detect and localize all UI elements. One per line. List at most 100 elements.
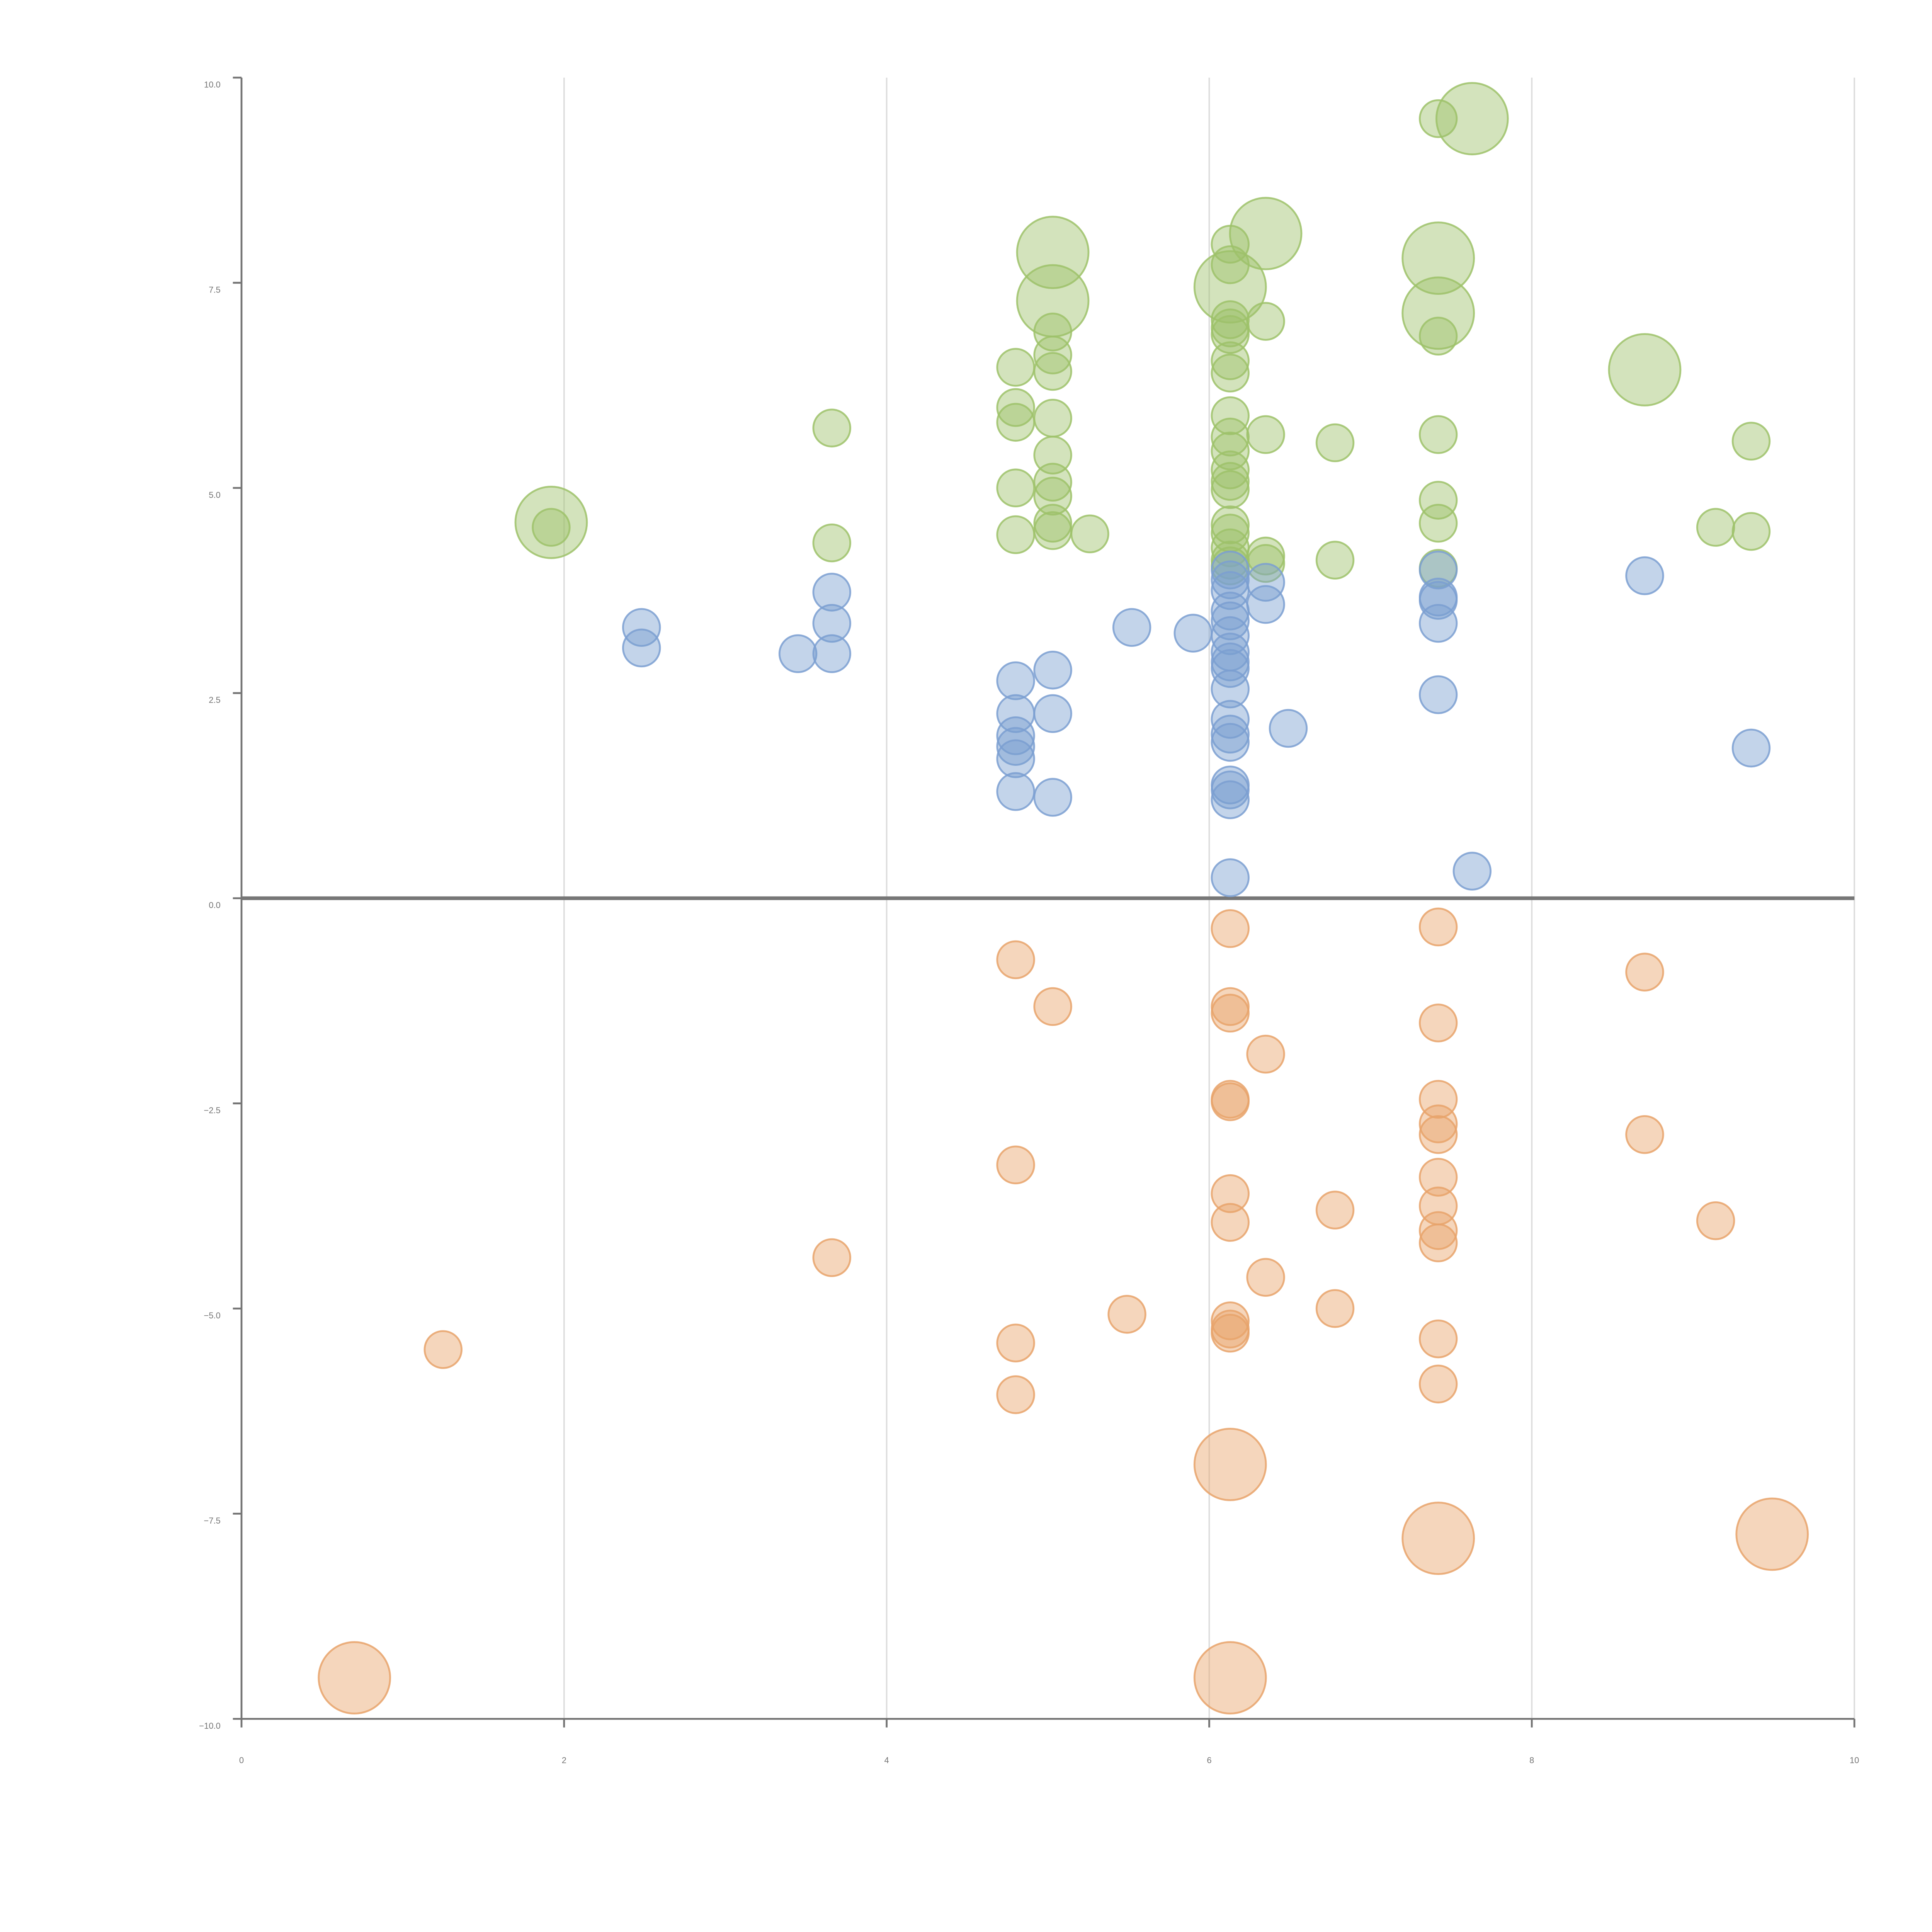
data-points — [318, 82, 1809, 1715]
blue-point — [778, 634, 818, 673]
green-point — [996, 515, 1035, 554]
green-point — [1033, 313, 1072, 352]
green-point — [1401, 221, 1475, 295]
tick-labels: 0 2 4 6 8 10 −10.0 −7.5 −5.0 −2.5 0.0 2.5 5.0 7.5 10.0 — [199, 80, 1859, 1765]
orange-point — [812, 1238, 851, 1277]
orange-point — [1418, 1319, 1458, 1359]
green-point — [1435, 82, 1509, 155]
green-point — [1246, 415, 1285, 454]
green-point — [1731, 512, 1771, 551]
blue-point — [1625, 556, 1664, 595]
green-point — [1070, 514, 1109, 553]
green-point — [812, 408, 851, 447]
green-point — [1033, 352, 1072, 391]
orange-point — [996, 1145, 1035, 1185]
blue-point — [996, 772, 1035, 811]
y-tick-label: 7.5 — [209, 285, 221, 294]
green-point — [996, 403, 1035, 442]
y-tick-label: 2.5 — [209, 695, 221, 705]
orange-point — [1418, 1211, 1458, 1250]
green-point — [532, 508, 571, 547]
orange-point — [1418, 1364, 1458, 1404]
blue-point — [812, 573, 851, 612]
green-point — [812, 523, 851, 563]
green-point — [1211, 505, 1250, 544]
y-tick-label: −5.0 — [204, 1311, 220, 1320]
blue-point — [1112, 608, 1151, 647]
green-point — [1731, 422, 1771, 461]
orange-point — [1246, 1034, 1285, 1074]
orange-point — [1401, 1502, 1475, 1575]
blue-point — [996, 739, 1035, 778]
orange-point — [1315, 1190, 1355, 1230]
green-point — [1033, 335, 1072, 374]
green-point — [1211, 417, 1250, 457]
orange-point — [1211, 993, 1250, 1033]
blue-point — [1246, 563, 1285, 602]
orange-point — [1418, 1003, 1458, 1043]
green-point — [1211, 341, 1250, 380]
blue-point — [1418, 581, 1458, 620]
orange-point — [318, 1641, 391, 1715]
y-tick-label: 10.0 — [204, 80, 221, 89]
orange-point — [996, 1323, 1035, 1362]
x-tick-label: 0 — [239, 1755, 244, 1765]
green-point — [1033, 476, 1072, 516]
orange-point — [1211, 1174, 1250, 1213]
x-tick-label: 2 — [562, 1755, 566, 1765]
green-point — [996, 468, 1035, 507]
blue-point — [1211, 780, 1250, 819]
green-point — [1315, 423, 1355, 463]
green-point — [1033, 511, 1072, 550]
green-point — [1418, 503, 1458, 543]
orange-point — [1696, 1201, 1735, 1240]
x-tick-label: 8 — [1529, 1755, 1534, 1765]
blue-point — [996, 727, 1035, 766]
y-tick-label: −2.5 — [204, 1105, 220, 1115]
green-point — [1696, 508, 1735, 547]
blue-point — [1731, 728, 1771, 768]
blue-point — [622, 608, 661, 647]
green-point — [1211, 462, 1250, 501]
blue-point — [1211, 560, 1250, 599]
blue-point — [1211, 601, 1250, 641]
blue-point — [1452, 852, 1492, 891]
blue-point — [1211, 649, 1250, 688]
blue-point — [1211, 550, 1250, 590]
blue-point — [1211, 714, 1250, 754]
blue-point — [1173, 614, 1213, 653]
green-point — [1211, 396, 1250, 435]
blue-point — [1033, 778, 1072, 817]
green-point — [1315, 541, 1355, 580]
orange-point — [1315, 1289, 1355, 1328]
orange-point — [1033, 987, 1072, 1026]
orange-point — [1211, 1203, 1250, 1242]
y-tick-label: −7.5 — [204, 1516, 220, 1526]
green-point — [1211, 450, 1250, 490]
green-point — [1211, 300, 1250, 339]
green-point — [514, 486, 588, 559]
blue-point — [812, 604, 851, 643]
blue-point — [1211, 700, 1250, 739]
x-tick-label: 4 — [884, 1755, 889, 1765]
orange-point — [1418, 1104, 1458, 1143]
green-point — [1246, 302, 1285, 341]
green-point — [1033, 463, 1072, 502]
orange-point — [1193, 1428, 1267, 1501]
orange-point — [1211, 1301, 1250, 1340]
orange-point — [423, 1330, 463, 1369]
green-point — [996, 388, 1035, 427]
green-point — [1608, 333, 1682, 406]
orange-point — [1418, 1115, 1458, 1154]
orange-point — [1193, 1641, 1267, 1715]
blue-point — [1211, 723, 1250, 762]
blue-point — [996, 716, 1035, 755]
green-point — [1211, 354, 1250, 393]
y-tick-label: 0.0 — [209, 900, 221, 910]
axes — [233, 77, 1855, 1728]
blue-point — [996, 661, 1035, 701]
blue-point — [1033, 694, 1072, 733]
orange-point — [1211, 1082, 1250, 1121]
orange-point — [996, 1375, 1035, 1414]
x-tick-label: 10 — [1850, 1755, 1859, 1765]
